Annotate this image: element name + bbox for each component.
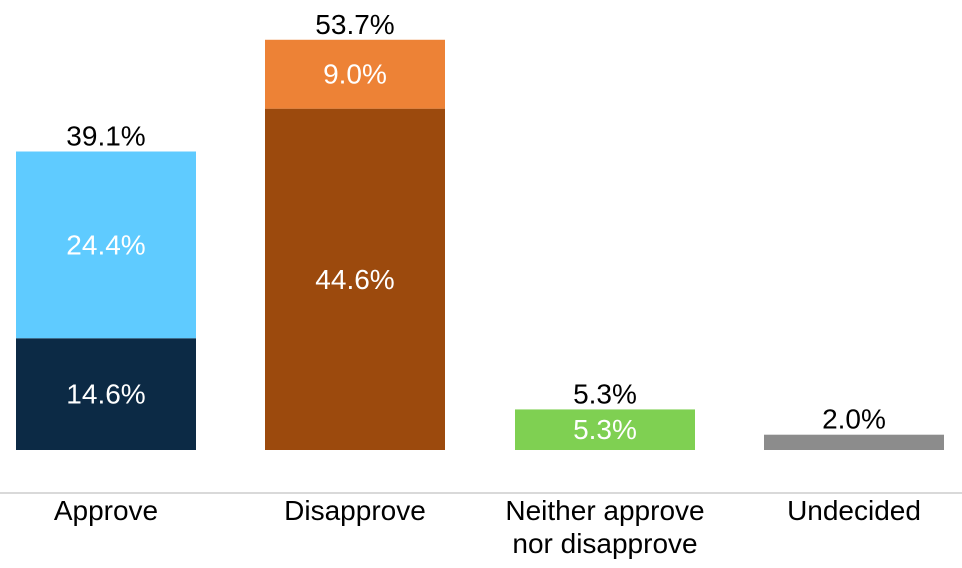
segment-label-approve-2: 24.4% xyxy=(66,229,145,260)
segment-label-disapprove-1: 44.6% xyxy=(315,264,394,295)
category-label-undecided: Undecided xyxy=(787,495,921,526)
total-label-undecided: 2.0% xyxy=(822,404,886,435)
total-label-neither-approve-nor-disapprove: 5.3% xyxy=(573,378,637,409)
category-label-approve: Approve xyxy=(53,495,159,526)
bar-segment-approve-2 xyxy=(16,151,196,339)
bar-segment-neither-approve-nor-disapprove-1 xyxy=(515,409,695,450)
segment-label-neither-approve-nor-disapprove-1: 5.3% xyxy=(573,414,637,445)
total-label-approve: 39.1% xyxy=(66,121,145,152)
segment-label-approve-1: 14.6% xyxy=(66,379,145,410)
bar-segment-approve-1 xyxy=(16,338,196,450)
category-label-neither-approve-nor-disapprove: Neither approve nor disapprove xyxy=(505,495,705,559)
bar-segment-disapprove-1 xyxy=(265,108,445,451)
category-label-disapprove: Disapprove xyxy=(284,495,426,526)
bar-segment-undecided-1 xyxy=(764,434,944,450)
segment-label-disapprove-2: 9.0% xyxy=(323,59,387,90)
total-label-disapprove: 53.7% xyxy=(315,9,394,40)
bar-segment-disapprove-2 xyxy=(265,39,445,109)
